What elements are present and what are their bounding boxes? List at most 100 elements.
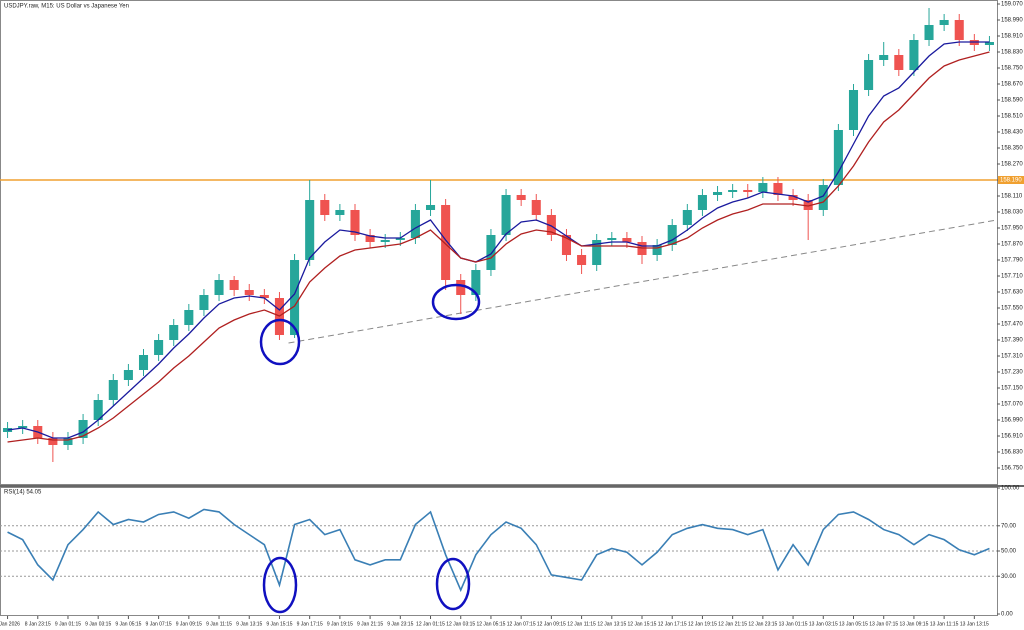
- y-tick-label: 157.630: [1001, 290, 1023, 296]
- candle-body: [169, 325, 179, 340]
- candle-body: [652, 245, 662, 255]
- candle-body: [667, 225, 677, 245]
- x-tick-label: 9 Jan 07:15: [146, 621, 172, 627]
- candle-body: [516, 195, 526, 200]
- x-tick-label: 9 Jan 11:15: [206, 621, 232, 627]
- candle-body: [350, 210, 360, 235]
- x-tick-label: 9 Jan 13:15: [236, 621, 262, 627]
- y-tick-label: 158.350: [1001, 146, 1023, 152]
- candle-body: [577, 255, 587, 265]
- x-tick-label: 9 Jan 19:15: [327, 621, 353, 627]
- candle-body: [214, 280, 224, 295]
- y-tick-label: 157.870: [1001, 242, 1023, 248]
- candle-body: [471, 270, 481, 295]
- y-tick-label: 0.00: [1001, 612, 1013, 618]
- y-tick-label: 157.950: [1001, 226, 1023, 232]
- x-tick-label: 13 Jan 03:15: [809, 621, 838, 627]
- x-tick-label: 12 Jan 17:15: [658, 621, 687, 627]
- y-tick-label: 158.430: [1001, 130, 1023, 136]
- y-tick-label: 156.750: [1001, 466, 1023, 472]
- level-label-bg: [998, 176, 1024, 184]
- candle-body: [123, 370, 133, 380]
- x-tick-label: 12 Jan 11:15: [567, 621, 596, 627]
- candle-body: [410, 210, 420, 238]
- y-tick-label: 157.070: [1001, 402, 1023, 408]
- moving-average: [7, 51, 990, 443]
- y-tick-label: 157.150: [1001, 386, 1023, 392]
- x-tick-label: 9 Jan 05:15: [115, 621, 141, 627]
- candle-body: [622, 238, 632, 242]
- candle-body: [984, 42, 994, 45]
- y-tick-label: 158.830: [1001, 50, 1023, 56]
- x-tick-label: 12 Jan 19:15: [688, 621, 717, 627]
- x-tick-label: 13 Jan 07:15: [869, 621, 898, 627]
- candle-body: [365, 235, 375, 242]
- x-tick-label: 13 Jan 01:15: [779, 621, 808, 627]
- y-tick-label: 156.910: [1001, 434, 1023, 440]
- y-tick-label: 158.270: [1001, 162, 1023, 168]
- x-tick-label: 13 Jan 05:15: [839, 621, 868, 627]
- x-tick-label: 8 Jan 23:15: [25, 621, 51, 627]
- y-tick-label: 158.110: [1001, 194, 1023, 200]
- x-tick-label: 12 Jan 21:15: [718, 621, 747, 627]
- y-tick-label: 157.790: [1001, 258, 1023, 264]
- rsi-panel-frame: [0, 487, 998, 616]
- candle-body: [682, 210, 692, 225]
- y-tick-label: 156.830: [1001, 450, 1023, 456]
- candle-body: [138, 355, 149, 370]
- candle-body: [607, 238, 617, 240]
- x-tick-label: 12 Jan 13:15: [597, 621, 626, 627]
- candle-body: [456, 280, 466, 295]
- rsi-line: [7, 508, 990, 593]
- y-tick-label: 30.00: [1001, 574, 1017, 580]
- x-tick-label: 12 Jan 05:15: [476, 621, 505, 627]
- y-tick-label: 158.030: [1001, 210, 1023, 216]
- y-tick-label: 158.590: [1001, 98, 1023, 104]
- x-tick-label: 13 Jan 09:15: [899, 621, 928, 627]
- candle-body: [743, 190, 753, 192]
- candle-body: [954, 20, 964, 40]
- candle-body: [592, 240, 602, 265]
- chart-title: USDJPY.raw, M15: US Dollar vs Japanese Y…: [4, 4, 129, 10]
- candle-body: [290, 260, 300, 335]
- candle-body: [425, 205, 436, 210]
- x-tick-label: 12 Jan 23:15: [748, 621, 777, 627]
- x-tick-label: 13 Jan 13:15: [960, 621, 989, 627]
- candle-body: [924, 25, 934, 40]
- highlight-circle: [435, 557, 471, 611]
- candle-body: [229, 280, 239, 290]
- candle-body: [939, 20, 949, 25]
- y-tick-label: 70.00: [1001, 523, 1017, 529]
- x-tick-label: 12 Jan 01:15: [416, 621, 445, 627]
- candle-body: [561, 235, 572, 255]
- candle-body: [93, 400, 103, 420]
- y-tick-label: 157.230: [1001, 370, 1023, 376]
- highlight-circle: [262, 556, 298, 614]
- candle-body: [713, 192, 723, 195]
- x-tick-label: 8 Jan 2026: [0, 621, 20, 627]
- candle-body: [803, 200, 813, 210]
- candle-body: [184, 310, 194, 325]
- x-tick-label: 12 Jan 15:15: [628, 621, 657, 627]
- highlight-circle: [259, 318, 301, 366]
- candle-body: [531, 200, 541, 215]
- candle-body: [728, 190, 738, 192]
- y-tick-label: 158.670: [1001, 82, 1023, 88]
- candle-body: [108, 380, 118, 400]
- x-tick-label: 9 Jan 01:15: [55, 621, 81, 627]
- candle-body: [486, 235, 496, 270]
- candle-body: [848, 90, 859, 130]
- candle-body: [320, 200, 330, 215]
- y-tick-label: 158.910: [1001, 34, 1023, 40]
- x-tick-label: 12 Jan 09:15: [537, 621, 566, 627]
- y-tick-label: 157.710: [1001, 274, 1023, 280]
- y-tick-label: 157.310: [1001, 354, 1023, 360]
- candle-body: [818, 185, 828, 210]
- candle-body: [380, 240, 390, 242]
- x-tick-label: 12 Jan 07:15: [507, 621, 536, 627]
- highlight-circle: [431, 283, 481, 321]
- candle-body: [335, 210, 345, 215]
- candle-body: [244, 290, 254, 295]
- x-tick-label: 9 Jan 03:15: [85, 621, 111, 627]
